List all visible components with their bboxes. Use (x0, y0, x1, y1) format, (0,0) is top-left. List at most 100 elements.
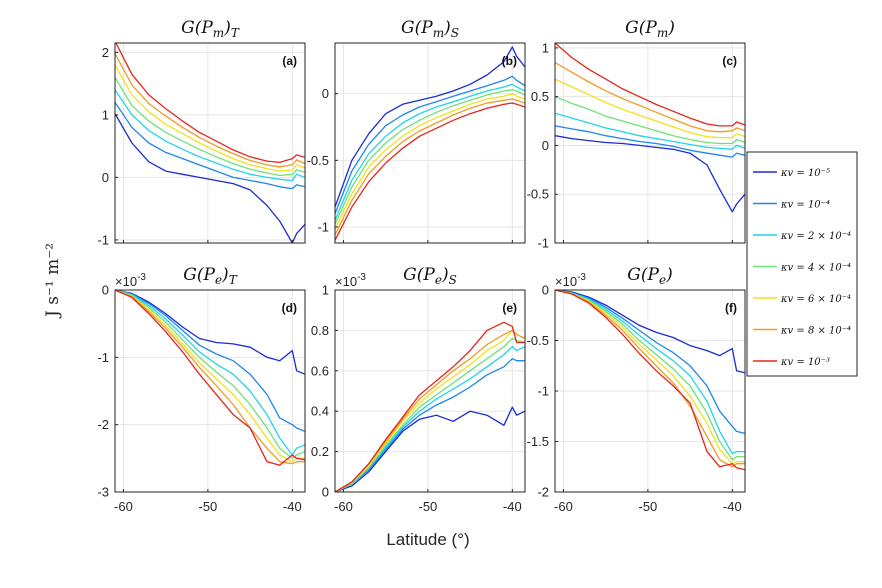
panel-title: G(Pe) (627, 265, 672, 287)
legend-entry: κv = 10⁻³ (753, 357, 830, 368)
series-line (115, 290, 305, 433)
series-group (335, 321, 525, 492)
series-line (555, 290, 745, 455)
series-line (335, 98, 525, 236)
y-tick-label: 0 (322, 485, 329, 500)
panel-title: G(Pm) (625, 18, 675, 40)
legend: κv = 10⁻⁵ κv = 10⁻⁴ κv = 2 × 10⁻⁴ κv = 4 × … (746, 151, 858, 377)
series-line (555, 290, 745, 468)
x-tick-label: -60 (334, 499, 353, 514)
x-tick-label: -40 (283, 499, 302, 514)
series-line (555, 112, 745, 150)
series-line (335, 337, 525, 492)
panel-title: G(Pe)T (183, 265, 237, 287)
panel-a: -1 0 1 2 G(Pm)T (a) (97, 18, 306, 247)
y-tick-label: -3 (97, 485, 109, 500)
axes-frame (554, 42, 746, 244)
series-line (335, 321, 525, 492)
series-line (555, 125, 745, 158)
panel-d: -60 -50 -40 -3 -2 -1 0 ×10-3 G(Pe)T (d) (97, 265, 306, 514)
series-line (555, 135, 745, 213)
y-tick-label: -0.5 (527, 333, 549, 348)
panel-title: G(Pm)S (401, 18, 459, 40)
legend-entry: κv = 6 × 10⁻⁴ (753, 294, 851, 305)
series-group (555, 43, 745, 213)
series-line (335, 46, 525, 208)
series-line (335, 89, 525, 225)
x-tick-label: -50 (418, 499, 437, 514)
y-multiplier: ×10-3 (335, 272, 366, 289)
y-tick-label: 0 (102, 283, 109, 298)
series-line (115, 290, 305, 375)
y-tick-label: -1 (97, 350, 109, 365)
series-line (555, 290, 745, 461)
x-axis-label: Latitude (°) (386, 530, 469, 549)
x-tick-label: -40 (723, 499, 742, 514)
legend-entry: κv = 10⁻⁵ (753, 168, 830, 179)
y-tick-label: -1 (97, 232, 109, 247)
panel-label: (f) (725, 301, 737, 315)
series-line (115, 113, 305, 243)
panel-label: (e) (502, 301, 517, 315)
y-tick-label: 0.4 (311, 404, 329, 419)
y-tick-label: 0 (102, 170, 109, 185)
panel-label: (b) (502, 54, 517, 68)
legend-label: κv = 6 × 10⁻⁴ (780, 294, 851, 305)
series-line (115, 43, 305, 164)
panel-label: (a) (282, 54, 297, 68)
series-group (115, 290, 305, 466)
y-tick-label: -2 (537, 485, 549, 500)
panel-label: (d) (282, 301, 297, 315)
series-group (555, 290, 745, 471)
axes-frame (334, 42, 526, 244)
y-tick-label: -1 (537, 384, 549, 399)
y-axis-label: J s⁻¹ m⁻² (43, 243, 63, 319)
y-tick-label: 1 (102, 107, 109, 122)
x-tick-label: -50 (638, 499, 657, 514)
series-line (115, 102, 305, 190)
y-tick-label: 1 (542, 40, 549, 55)
legend-label: κv = 4 × 10⁻⁴ (780, 263, 851, 274)
legend-entry: κv = 8 × 10⁻⁴ (753, 326, 851, 337)
series-line (335, 406, 525, 492)
series-line (115, 290, 305, 465)
y-tick-label: 0.5 (531, 89, 549, 104)
series-line (115, 53, 305, 168)
panel-c: -1 -0.5 0 0.5 1 G(Pm) (c) (527, 18, 746, 251)
series-line (115, 64, 305, 172)
series-line (335, 75, 525, 214)
y-tick-label: 2 (102, 45, 109, 60)
x-tick-label: -40 (503, 499, 522, 514)
y-tick-label: 0 (542, 138, 549, 153)
series-line (555, 78, 745, 139)
y-tick-label: 0.8 (311, 323, 329, 338)
series-line (555, 61, 745, 133)
legend-label: κv = 2 × 10⁻⁴ (780, 231, 851, 242)
panel-f: -60 -50 -40 -2 -1.5 -1 -0.5 0 ×10-3 G(Pe) (f) (527, 265, 746, 514)
series-line (335, 83, 525, 221)
y-tick-label: -2 (97, 417, 109, 432)
y-tick-label: 1 (322, 283, 329, 298)
panel-label: (c) (722, 54, 737, 68)
series-line (555, 290, 745, 374)
legend-entry: κv = 4 × 10⁻⁴ (753, 263, 851, 274)
y-tick-label: 0.2 (311, 444, 329, 459)
series-line (555, 96, 745, 145)
panel-b: -1 -0.5 0 G(Pm)S (b) (307, 18, 526, 244)
y-tick-label: -1 (537, 236, 549, 251)
y-tick-label: 0 (542, 283, 549, 298)
y-tick-label: 0 (322, 86, 329, 101)
legend-label: κv = 10⁻⁵ (780, 168, 830, 179)
y-tick-label: -1 (317, 220, 329, 235)
x-tick-label: -50 (198, 499, 217, 514)
panel-title: G(Pe)S (403, 265, 457, 287)
y-tick-label: -0.5 (527, 187, 549, 202)
series-line (555, 290, 745, 465)
panel-e: -60 -50 -40 0 0.2 0.4 0.6 0.8 1 ×10-3 G(Pe)S (e) (311, 265, 526, 514)
panel-title: G(Pm)T (181, 18, 240, 40)
y-multiplier: ×10-3 (115, 272, 146, 289)
y-tick-label: -1.5 (527, 434, 549, 449)
series-line (335, 358, 525, 492)
legend-entry: κv = 10⁻⁴ (753, 200, 830, 211)
series-line (555, 290, 745, 471)
